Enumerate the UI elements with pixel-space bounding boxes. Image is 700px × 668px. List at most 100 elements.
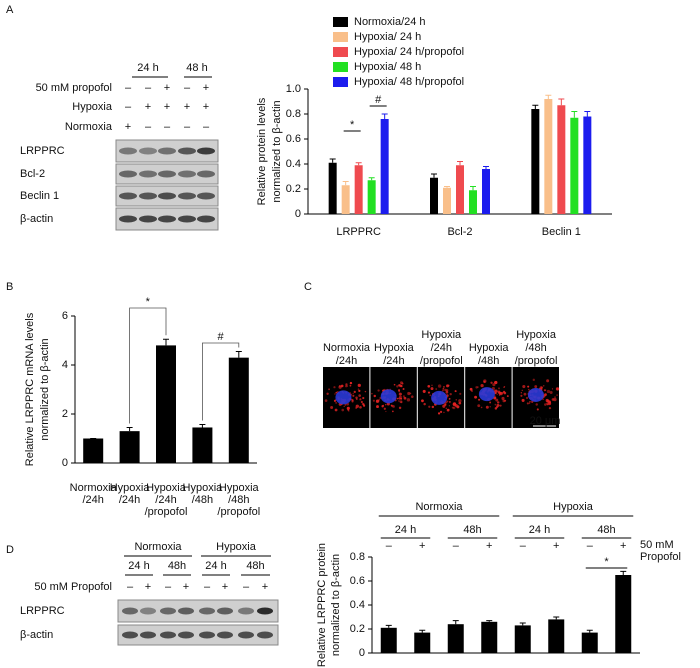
bar — [156, 345, 176, 463]
stain-dot — [437, 384, 442, 388]
blot-band — [178, 215, 196, 223]
stain-dot — [477, 386, 479, 388]
stain-dot — [406, 398, 411, 402]
error-bar — [584, 111, 591, 117]
bar — [119, 431, 140, 463]
error-bar — [553, 616, 560, 620]
stain-dot — [343, 405, 345, 408]
stain-dot — [442, 389, 444, 392]
blot-band — [257, 631, 273, 639]
blot-band — [122, 607, 138, 615]
stain-dot — [326, 392, 329, 395]
bar — [570, 117, 579, 214]
error-bar — [571, 111, 578, 118]
stain-dot — [459, 392, 462, 395]
scale-bar-label: 20 μm — [530, 415, 561, 427]
condition-sign: + — [203, 82, 209, 94]
bar — [192, 427, 213, 463]
stain-dot — [396, 385, 399, 388]
error-bar — [329, 158, 336, 163]
stain-dot — [534, 385, 538, 388]
stain-dot — [501, 391, 504, 394]
stain-dot — [529, 400, 531, 403]
stain-dot — [494, 380, 498, 385]
blot-strip — [117, 599, 279, 623]
stain-dot — [496, 393, 498, 396]
blot-band — [119, 192, 137, 200]
blot-band — [238, 631, 254, 639]
stain-dot — [490, 381, 493, 384]
x-tick-label: Normoxia — [70, 482, 118, 494]
stain-dot — [497, 402, 499, 404]
bar — [615, 575, 632, 653]
y-axis-label: Relative protein levels — [256, 97, 268, 205]
stain-dot — [355, 404, 359, 408]
condition-sign: – — [203, 121, 210, 133]
stain-dot — [544, 403, 547, 406]
image-label: Hypoxia — [516, 329, 557, 341]
stain-dot — [527, 385, 530, 388]
condition-sign: – — [145, 82, 152, 94]
image-label: /24h — [336, 355, 357, 367]
subgroup-label: 48h — [463, 524, 481, 536]
image-label: /48h — [478, 355, 499, 367]
stain-dot — [489, 406, 491, 408]
error-bar — [381, 113, 388, 119]
x-tick-label: /24h — [155, 494, 176, 506]
stain-dot — [355, 396, 358, 399]
stain-dot — [399, 396, 401, 398]
x-tick-label: Hypoxia — [219, 482, 260, 494]
subgroup-label: 24 h — [529, 524, 550, 536]
stain-dot — [520, 392, 523, 394]
condition-sign: + — [184, 101, 190, 113]
blot-band — [160, 607, 176, 615]
stain-dot — [398, 406, 402, 410]
bar — [328, 162, 337, 214]
image-label: /propofol — [420, 355, 463, 367]
blot-band — [178, 607, 194, 615]
error-bar — [444, 186, 450, 188]
legend-swatch — [333, 77, 348, 87]
stain-dot — [503, 391, 507, 395]
condition-sign: – — [165, 581, 172, 593]
stain-dot — [503, 386, 505, 389]
stain-dot — [371, 393, 373, 395]
stain-dot — [458, 399, 462, 403]
stain-dot — [548, 402, 552, 406]
bar — [367, 180, 376, 214]
stain-dot — [362, 396, 365, 400]
stain-dot — [427, 391, 431, 394]
error-bar — [486, 620, 493, 622]
stain-dot — [535, 403, 538, 406]
stain-dot — [346, 406, 350, 410]
stain-dot — [506, 395, 509, 398]
bar — [380, 119, 389, 214]
stain-dot — [397, 397, 399, 400]
blot-band — [119, 215, 137, 223]
blot-band — [197, 147, 215, 155]
stain-dot — [526, 402, 529, 405]
stain-dot — [498, 387, 501, 390]
image-label: /propofol — [515, 355, 558, 367]
stain-dot — [437, 412, 441, 415]
bar — [380, 627, 397, 653]
stain-dot — [357, 388, 360, 390]
error-bar — [235, 351, 242, 358]
blot-band — [178, 170, 196, 178]
condition-sign: + — [183, 581, 189, 593]
stain-dot — [540, 386, 543, 389]
y-tick-label: 0.2 — [286, 183, 301, 195]
stain-dot — [485, 405, 489, 409]
stain-dot — [494, 403, 497, 406]
band-label: LRPPRC — [20, 145, 65, 157]
stain-dot — [435, 388, 438, 390]
y-axis-label: Relative LRPPRC protein — [316, 543, 328, 667]
treatment-label: 50 mM — [640, 539, 674, 551]
stain-dot — [430, 387, 434, 391]
stain-dot — [532, 378, 535, 382]
stain-dot — [439, 410, 443, 414]
row-label: 50 mM Propofol — [34, 581, 112, 593]
significance-bracket — [129, 307, 167, 424]
stain-dot — [393, 383, 396, 386]
